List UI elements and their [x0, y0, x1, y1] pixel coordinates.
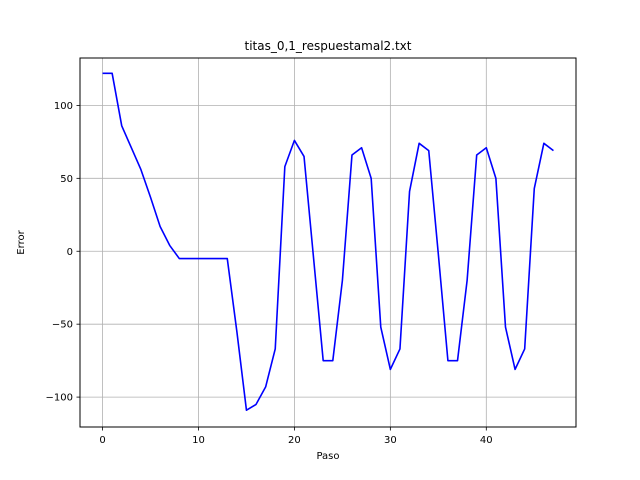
y-tick-label: −50 [52, 320, 73, 331]
y-tick-label: 0 [67, 247, 73, 258]
chart-title: titas_0,1_respuestamal2.txt [245, 39, 412, 53]
y-tick-label: −100 [46, 393, 73, 404]
x-axis-label: Paso [316, 451, 339, 462]
y-axis-label: Error [16, 229, 27, 254]
x-tick-label: 0 [99, 435, 105, 446]
series-line [102, 72, 554, 412]
y-tick-label: 50 [60, 174, 73, 185]
y-tick-label: 100 [54, 101, 73, 112]
grid-lines [80, 58, 576, 427]
x-tick-label: 30 [384, 435, 397, 446]
x-tick-label: 20 [288, 435, 301, 446]
x-tick-label: 10 [192, 435, 205, 446]
axis-ticks: 0 10 20 30 40 −100 −50 0 50 100 [46, 101, 493, 446]
x-tick-label: 40 [480, 435, 493, 446]
plot-frame [79, 57, 577, 428]
series-layer [102, 72, 554, 412]
